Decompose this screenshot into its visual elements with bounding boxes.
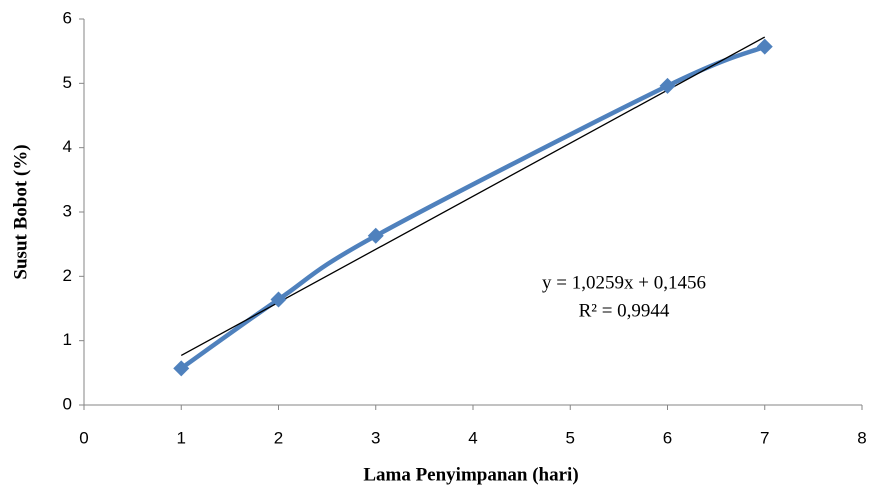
x-tick-label: 8 xyxy=(857,428,866,447)
x-tick-label: 2 xyxy=(274,428,283,447)
y-axis-label: Susut Bobot (%) xyxy=(10,144,31,279)
trendline xyxy=(181,37,765,355)
y-tick-label: 1 xyxy=(63,330,72,349)
y-tick-label: 5 xyxy=(63,73,72,92)
equation-label: y = 1,0259x + 0,1456 xyxy=(542,272,706,293)
x-tick-label: 6 xyxy=(663,428,672,447)
data-point xyxy=(757,39,773,55)
data-point xyxy=(660,78,676,94)
y-tick-label: 2 xyxy=(63,266,72,285)
data-line xyxy=(181,47,765,369)
y-tick-label: 6 xyxy=(63,8,72,27)
chart: Lama Penyimpanan (hari) Susut Bobot (%) … xyxy=(0,0,871,493)
x-tick-label: 4 xyxy=(468,428,477,447)
y-tick-label: 0 xyxy=(63,394,72,413)
x-tick-label: 5 xyxy=(566,428,575,447)
x-tick-label: 7 xyxy=(760,428,769,447)
x-tick-label: 3 xyxy=(371,428,380,447)
y-tick-label: 4 xyxy=(63,137,72,156)
x-tick-label: 0 xyxy=(79,428,88,447)
r-squared-label: R² = 0,9944 xyxy=(579,300,670,321)
x-tick-label: 1 xyxy=(177,428,186,447)
x-axis-label: Lama Penyimpanan (hari) xyxy=(363,464,578,485)
y-tick-label: 3 xyxy=(63,201,72,220)
